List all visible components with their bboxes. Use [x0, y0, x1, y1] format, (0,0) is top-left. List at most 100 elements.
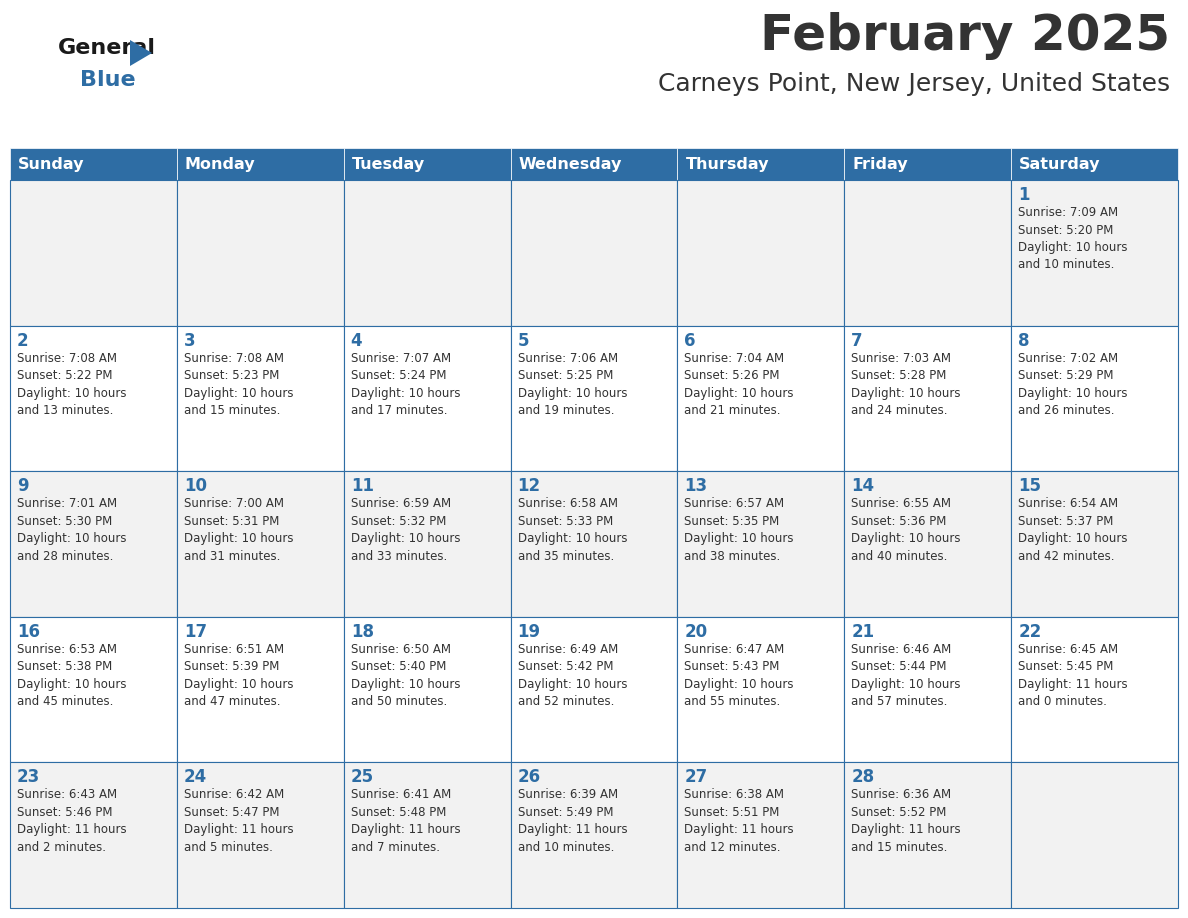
Bar: [677, 763, 845, 908]
Text: Sunrise: 6:50 AM
Sunset: 5:40 PM
Daylight: 10 hours
and 50 minutes.: Sunrise: 6:50 AM Sunset: 5:40 PM Dayligh…: [350, 643, 460, 709]
Text: 18: 18: [350, 622, 374, 641]
Bar: [677, 471, 845, 617]
Bar: [343, 763, 511, 908]
Text: Saturday: Saturday: [1019, 156, 1100, 172]
Bar: [511, 148, 677, 180]
Bar: [177, 617, 343, 763]
Bar: [1011, 180, 1178, 326]
Bar: [177, 763, 343, 908]
Text: 9: 9: [17, 477, 29, 495]
Text: 24: 24: [184, 768, 207, 787]
Bar: [677, 148, 845, 180]
Text: 11: 11: [350, 477, 374, 495]
Bar: [1011, 763, 1178, 908]
Text: Sunrise: 6:42 AM
Sunset: 5:47 PM
Daylight: 11 hours
and 5 minutes.: Sunrise: 6:42 AM Sunset: 5:47 PM Dayligh…: [184, 789, 293, 854]
Text: Sunrise: 6:39 AM
Sunset: 5:49 PM
Daylight: 11 hours
and 10 minutes.: Sunrise: 6:39 AM Sunset: 5:49 PM Dayligh…: [518, 789, 627, 854]
Text: 4: 4: [350, 331, 362, 350]
Text: General: General: [58, 38, 156, 58]
Text: 6: 6: [684, 331, 696, 350]
Text: Sunrise: 6:53 AM
Sunset: 5:38 PM
Daylight: 10 hours
and 45 minutes.: Sunrise: 6:53 AM Sunset: 5:38 PM Dayligh…: [17, 643, 126, 709]
Text: Sunrise: 6:36 AM
Sunset: 5:52 PM
Daylight: 11 hours
and 15 minutes.: Sunrise: 6:36 AM Sunset: 5:52 PM Dayligh…: [852, 789, 961, 854]
Bar: [511, 326, 677, 471]
Text: Sunday: Sunday: [18, 156, 84, 172]
Text: Monday: Monday: [185, 156, 255, 172]
Text: 25: 25: [350, 768, 374, 787]
Text: Sunrise: 6:58 AM
Sunset: 5:33 PM
Daylight: 10 hours
and 35 minutes.: Sunrise: 6:58 AM Sunset: 5:33 PM Dayligh…: [518, 498, 627, 563]
Text: Sunrise: 6:57 AM
Sunset: 5:35 PM
Daylight: 10 hours
and 38 minutes.: Sunrise: 6:57 AM Sunset: 5:35 PM Dayligh…: [684, 498, 794, 563]
Text: Sunrise: 6:59 AM
Sunset: 5:32 PM
Daylight: 10 hours
and 33 minutes.: Sunrise: 6:59 AM Sunset: 5:32 PM Dayligh…: [350, 498, 460, 563]
Text: 10: 10: [184, 477, 207, 495]
Text: Sunrise: 7:06 AM
Sunset: 5:25 PM
Daylight: 10 hours
and 19 minutes.: Sunrise: 7:06 AM Sunset: 5:25 PM Dayligh…: [518, 352, 627, 417]
Text: 28: 28: [852, 768, 874, 787]
Bar: [343, 326, 511, 471]
Text: 20: 20: [684, 622, 708, 641]
Bar: [343, 617, 511, 763]
Bar: [677, 326, 845, 471]
Text: 19: 19: [518, 622, 541, 641]
Text: 17: 17: [184, 622, 207, 641]
Text: 23: 23: [17, 768, 40, 787]
Bar: [177, 180, 343, 326]
Bar: [845, 180, 1011, 326]
Bar: [10, 148, 177, 180]
Bar: [511, 763, 677, 908]
Text: Carneys Point, New Jersey, United States: Carneys Point, New Jersey, United States: [658, 72, 1170, 96]
Text: 3: 3: [184, 331, 196, 350]
Text: 22: 22: [1018, 622, 1042, 641]
Text: February 2025: February 2025: [760, 12, 1170, 60]
Text: Sunrise: 7:07 AM
Sunset: 5:24 PM
Daylight: 10 hours
and 17 minutes.: Sunrise: 7:07 AM Sunset: 5:24 PM Dayligh…: [350, 352, 460, 417]
Text: Sunrise: 7:03 AM
Sunset: 5:28 PM
Daylight: 10 hours
and 24 minutes.: Sunrise: 7:03 AM Sunset: 5:28 PM Dayligh…: [852, 352, 961, 417]
Bar: [10, 326, 177, 471]
Bar: [343, 471, 511, 617]
Bar: [677, 617, 845, 763]
Text: Sunrise: 7:04 AM
Sunset: 5:26 PM
Daylight: 10 hours
and 21 minutes.: Sunrise: 7:04 AM Sunset: 5:26 PM Dayligh…: [684, 352, 794, 417]
Bar: [1011, 617, 1178, 763]
Bar: [177, 326, 343, 471]
Text: Sunrise: 6:54 AM
Sunset: 5:37 PM
Daylight: 10 hours
and 42 minutes.: Sunrise: 6:54 AM Sunset: 5:37 PM Dayligh…: [1018, 498, 1127, 563]
Bar: [511, 617, 677, 763]
Bar: [845, 617, 1011, 763]
Text: 7: 7: [852, 331, 862, 350]
Bar: [10, 763, 177, 908]
Bar: [343, 180, 511, 326]
Text: 27: 27: [684, 768, 708, 787]
Text: 12: 12: [518, 477, 541, 495]
Bar: [511, 471, 677, 617]
Text: Wednesday: Wednesday: [519, 156, 623, 172]
Text: Sunrise: 6:38 AM
Sunset: 5:51 PM
Daylight: 11 hours
and 12 minutes.: Sunrise: 6:38 AM Sunset: 5:51 PM Dayligh…: [684, 789, 794, 854]
Text: 5: 5: [518, 331, 529, 350]
Bar: [511, 180, 677, 326]
Polygon shape: [129, 40, 152, 66]
Bar: [845, 326, 1011, 471]
Text: Sunrise: 7:02 AM
Sunset: 5:29 PM
Daylight: 10 hours
and 26 minutes.: Sunrise: 7:02 AM Sunset: 5:29 PM Dayligh…: [1018, 352, 1127, 417]
Bar: [1011, 148, 1178, 180]
Text: Blue: Blue: [80, 70, 135, 90]
Text: 14: 14: [852, 477, 874, 495]
Bar: [845, 471, 1011, 617]
Text: 26: 26: [518, 768, 541, 787]
Text: Sunrise: 6:49 AM
Sunset: 5:42 PM
Daylight: 10 hours
and 52 minutes.: Sunrise: 6:49 AM Sunset: 5:42 PM Dayligh…: [518, 643, 627, 709]
Text: Sunrise: 6:47 AM
Sunset: 5:43 PM
Daylight: 10 hours
and 55 minutes.: Sunrise: 6:47 AM Sunset: 5:43 PM Dayligh…: [684, 643, 794, 709]
Bar: [845, 763, 1011, 908]
Text: Sunrise: 6:41 AM
Sunset: 5:48 PM
Daylight: 11 hours
and 7 minutes.: Sunrise: 6:41 AM Sunset: 5:48 PM Dayligh…: [350, 789, 460, 854]
Bar: [845, 148, 1011, 180]
Text: Sunrise: 6:43 AM
Sunset: 5:46 PM
Daylight: 11 hours
and 2 minutes.: Sunrise: 6:43 AM Sunset: 5:46 PM Dayligh…: [17, 789, 127, 854]
Text: Sunrise: 7:08 AM
Sunset: 5:22 PM
Daylight: 10 hours
and 13 minutes.: Sunrise: 7:08 AM Sunset: 5:22 PM Dayligh…: [17, 352, 126, 417]
Text: Sunrise: 7:00 AM
Sunset: 5:31 PM
Daylight: 10 hours
and 31 minutes.: Sunrise: 7:00 AM Sunset: 5:31 PM Dayligh…: [184, 498, 293, 563]
Text: 2: 2: [17, 331, 29, 350]
Bar: [343, 148, 511, 180]
Bar: [10, 471, 177, 617]
Text: Sunrise: 7:01 AM
Sunset: 5:30 PM
Daylight: 10 hours
and 28 minutes.: Sunrise: 7:01 AM Sunset: 5:30 PM Dayligh…: [17, 498, 126, 563]
Text: 21: 21: [852, 622, 874, 641]
Text: Sunrise: 6:46 AM
Sunset: 5:44 PM
Daylight: 10 hours
and 57 minutes.: Sunrise: 6:46 AM Sunset: 5:44 PM Dayligh…: [852, 643, 961, 709]
Bar: [10, 617, 177, 763]
Bar: [1011, 326, 1178, 471]
Text: Friday: Friday: [852, 156, 908, 172]
Text: Sunrise: 6:55 AM
Sunset: 5:36 PM
Daylight: 10 hours
and 40 minutes.: Sunrise: 6:55 AM Sunset: 5:36 PM Dayligh…: [852, 498, 961, 563]
Text: 15: 15: [1018, 477, 1041, 495]
Bar: [177, 471, 343, 617]
Text: Sunrise: 7:08 AM
Sunset: 5:23 PM
Daylight: 10 hours
and 15 minutes.: Sunrise: 7:08 AM Sunset: 5:23 PM Dayligh…: [184, 352, 293, 417]
Text: 1: 1: [1018, 186, 1030, 204]
Text: Sunrise: 6:51 AM
Sunset: 5:39 PM
Daylight: 10 hours
and 47 minutes.: Sunrise: 6:51 AM Sunset: 5:39 PM Dayligh…: [184, 643, 293, 709]
Bar: [1011, 471, 1178, 617]
